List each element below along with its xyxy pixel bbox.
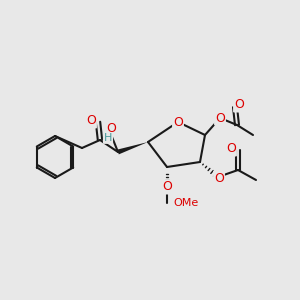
Polygon shape	[117, 142, 148, 155]
Text: OMe: OMe	[173, 198, 198, 208]
Text: O: O	[215, 112, 225, 124]
Text: O: O	[162, 181, 172, 194]
Text: O: O	[214, 172, 224, 184]
Text: O: O	[226, 142, 236, 155]
Text: O: O	[173, 116, 183, 128]
Text: O: O	[86, 115, 96, 128]
Text: O: O	[234, 98, 244, 112]
Text: H: H	[104, 133, 112, 143]
Text: O: O	[106, 122, 116, 134]
